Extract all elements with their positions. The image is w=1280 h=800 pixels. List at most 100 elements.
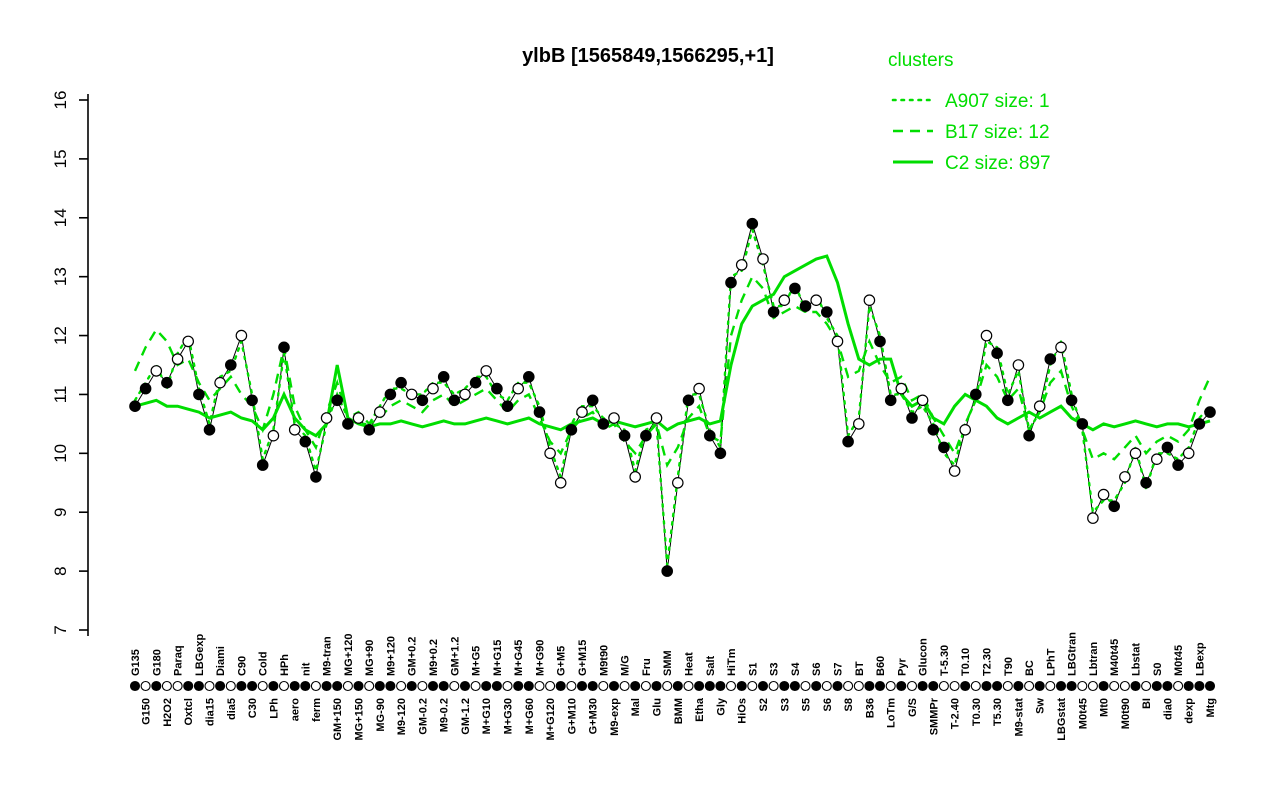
condition-marker-icon xyxy=(981,680,992,692)
data-point xyxy=(278,341,290,354)
x-tick-label: MG+120 xyxy=(343,634,355,677)
condition-marker-icon xyxy=(1141,680,1152,692)
y-tick-label: 13 xyxy=(51,267,70,286)
x-tick-label: M+G30 xyxy=(503,698,515,734)
data-point xyxy=(682,394,695,407)
x-tick-label: M9-0.2 xyxy=(439,698,451,732)
condition-marker-icon xyxy=(1087,680,1098,692)
condition-marker-icon xyxy=(821,680,832,692)
x-tick-label: S6 xyxy=(811,663,823,676)
x-tick-label: Gly xyxy=(715,697,727,716)
x-tick-label: Salt xyxy=(705,655,717,676)
x-tick-label: Mtg xyxy=(1205,698,1217,718)
chart-title: ylbB [1565849,1566295,+1] xyxy=(522,45,774,67)
data-point xyxy=(256,459,269,471)
data-point xyxy=(948,465,961,477)
x-tick-label: T5.30 xyxy=(992,698,1004,726)
x-tick-label: dia5 xyxy=(226,698,238,720)
condition-marker-icon xyxy=(587,680,598,692)
condition-marker-icon xyxy=(129,680,141,692)
condition-marker-icon xyxy=(970,680,981,692)
x-tick-label: T-5.30 xyxy=(939,645,951,676)
x-tick-label: G+M5 xyxy=(556,646,568,676)
x-tick-label: SMMPr xyxy=(928,697,940,735)
condition-marker-icon xyxy=(1024,680,1035,692)
condition-marker-icon xyxy=(396,680,407,692)
condition-marker-icon xyxy=(161,680,172,692)
condition-marker-icon xyxy=(1109,680,1120,692)
condition-marker-icon xyxy=(1055,680,1067,692)
data-point xyxy=(161,376,173,389)
x-tick-label: G150 xyxy=(141,698,153,725)
condition-marker-icon xyxy=(1034,680,1045,692)
condition-marker-icon xyxy=(683,680,694,692)
y-tick-label: 7 xyxy=(51,625,70,634)
condition-marker-icon xyxy=(374,680,385,692)
condition-marker-icon xyxy=(928,680,939,692)
cluster-line-dashed xyxy=(133,274,1212,469)
data-point xyxy=(1065,394,1078,407)
condition-marker-icon xyxy=(757,680,769,692)
x-tick-label: MG-90 xyxy=(375,698,387,732)
data-point xyxy=(1012,359,1025,371)
data-point xyxy=(661,565,673,577)
data-point xyxy=(842,435,854,448)
condition-marker-icon xyxy=(321,680,332,692)
x-tick-label: M9-stat xyxy=(1013,698,1025,737)
x-tick-label: M9-tran xyxy=(322,636,334,676)
y-tick-label: 8 xyxy=(51,566,70,575)
marker-layer xyxy=(129,217,1216,577)
x-tick-label: LBexp xyxy=(1194,642,1206,676)
y-tick-label: 9 xyxy=(51,507,70,516)
condition-marker-icon xyxy=(534,680,545,692)
x-tick-label: M9-exp xyxy=(609,698,621,736)
condition-marker-icon xyxy=(1183,680,1194,692)
x-tick-label: G180 xyxy=(151,649,163,676)
condition-marker-icon xyxy=(800,680,811,692)
condition-marker-icon xyxy=(1162,680,1173,692)
y-tick-label: 14 xyxy=(51,208,70,227)
x-tick-label: Sw xyxy=(1035,698,1047,714)
condition-marker-icon xyxy=(300,680,311,692)
data-point xyxy=(884,394,897,407)
data-point xyxy=(554,476,567,489)
condition-marker-icon xyxy=(630,680,641,692)
x-tick-label: S8 xyxy=(843,698,855,711)
x-tick-label: G/S xyxy=(907,698,919,717)
x-tick-label: M+G10 xyxy=(481,698,493,734)
x-tick-label: M+G120 xyxy=(545,698,557,741)
data-point xyxy=(1182,447,1195,460)
data-point xyxy=(246,394,258,407)
x-tick-label: dexp xyxy=(1184,698,1196,724)
x-tick-label: G+M30 xyxy=(588,698,600,734)
data-point xyxy=(735,259,748,271)
condition-marker-icon xyxy=(1151,680,1162,692)
data-point xyxy=(618,429,631,442)
condition-marker-icon xyxy=(268,680,279,692)
data-point xyxy=(405,388,418,401)
data-point xyxy=(1087,512,1099,524)
data-point xyxy=(810,294,822,306)
condition-marker-icon xyxy=(566,680,577,692)
x-tick-label: MG+150 xyxy=(354,698,366,741)
y-tick-label: 15 xyxy=(51,149,70,168)
x-tick-label: BT xyxy=(854,661,866,676)
x-tick-label: LPhT xyxy=(1045,648,1057,676)
condition-marker-icon xyxy=(289,680,300,692)
x-tick-label: Pyr xyxy=(896,658,908,676)
condition-marker-icon xyxy=(1194,680,1205,692)
data-point xyxy=(746,217,759,230)
x-tick-label: M0t90 xyxy=(1120,698,1132,729)
x-tick-label: M40t45 xyxy=(1109,639,1121,676)
condition-marker-icon xyxy=(310,680,321,692)
data-point xyxy=(352,412,365,424)
x-axis: G135 G150 G180 H2O2 Paraq Oxtcl LBGexp dia15 Dia… xyxy=(129,632,1217,741)
x-tick-label: Cold xyxy=(258,652,270,676)
condition-marker-icon xyxy=(960,680,971,692)
data-point xyxy=(597,418,610,430)
x-tick-label: dia15 xyxy=(205,698,217,726)
x-tick-label: G135 xyxy=(130,649,142,676)
y-tick-label: 11 xyxy=(51,386,70,404)
data-point xyxy=(1001,394,1014,407)
data-point xyxy=(1044,353,1057,365)
